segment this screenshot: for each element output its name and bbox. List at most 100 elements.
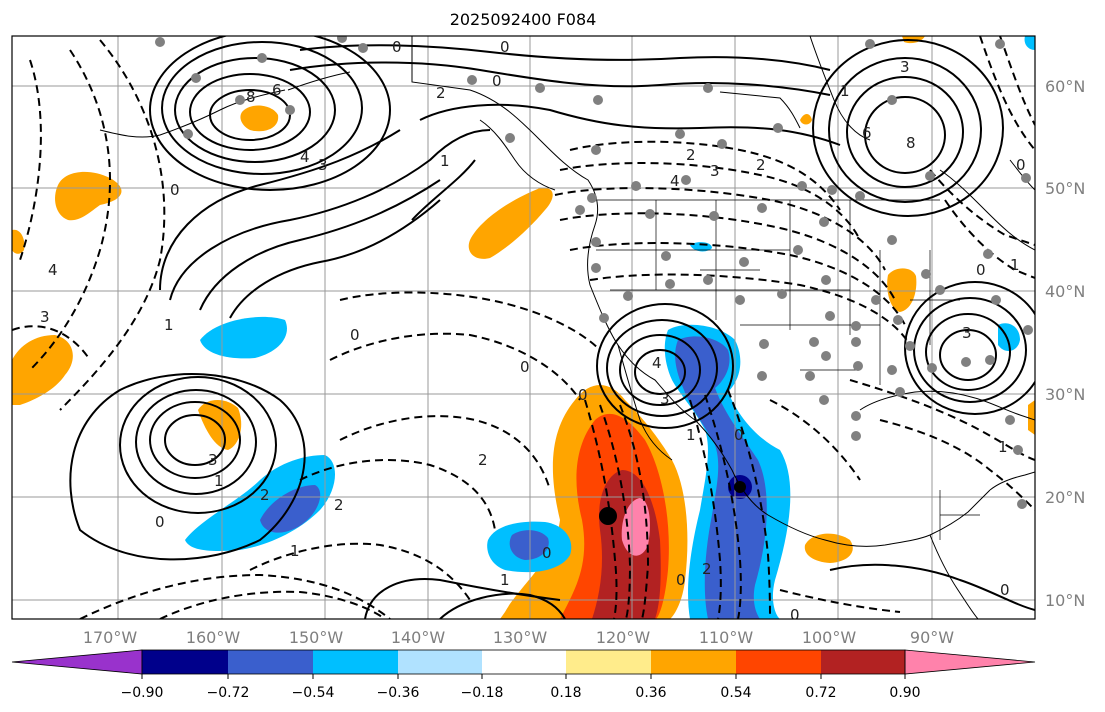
colorbar-frame — [141, 649, 906, 675]
lat-label-10n: 10°N — [1045, 591, 1085, 610]
contour-label: 4 — [670, 172, 680, 190]
lon-label-120w: 120°W — [596, 628, 651, 647]
contour-se-3 — [913, 297, 1027, 403]
contour-label: 2 — [686, 146, 696, 164]
colorbar-cell — [398, 650, 482, 674]
colorbar-tick-label: 0.54 — [720, 685, 751, 701]
contour-label-group: 0 0 6 8 4 3 2 0 1 4 3 2 6 8 1 3 2 0 4 3 — [40, 38, 1026, 624]
contour-label: 1 — [500, 571, 510, 589]
contour-ne-1 — [864, 96, 946, 174]
map-panel: 0 0 6 8 4 3 2 0 1 4 3 2 6 8 1 3 2 0 4 3 — [11, 35, 1036, 624]
lon-label-140w: 140°W — [391, 628, 446, 647]
contour-label: 3 — [208, 451, 218, 469]
colorbar-tick-label: 0.90 — [889, 685, 920, 701]
colorbar-tick-label: −0.36 — [377, 685, 420, 701]
contour-label: 2 — [436, 84, 446, 102]
storm-center-marker — [599, 507, 617, 525]
colorbar-cell — [736, 650, 821, 674]
storm-center-marker-east — [734, 481, 746, 493]
colorbar-cell — [651, 650, 736, 674]
contour-label: 4 — [652, 354, 662, 372]
contour-label: 0 — [790, 606, 800, 624]
dashed-contour-lines — [12, 36, 1035, 619]
contour-alaska-4 — [161, 41, 363, 175]
lat-label-60n: 60°N — [1045, 77, 1085, 96]
warm-patch-west-edge — [12, 229, 25, 254]
contour-label: 0 — [392, 38, 402, 56]
contour-label: 1 — [1010, 256, 1020, 274]
contour-se-1 — [939, 329, 997, 381]
lon-label-100w: 100°W — [802, 628, 857, 647]
contour-label: 6 — [862, 124, 872, 142]
contour-se-2 — [925, 313, 1011, 391]
lon-label-150w: 150°W — [289, 628, 344, 647]
colorbar-cell — [228, 650, 313, 674]
contour-label: 6 — [272, 81, 282, 99]
contour-label: 3 — [710, 162, 720, 180]
contour-label: 1 — [686, 426, 696, 444]
lat-label-30n: 30°N — [1045, 385, 1085, 404]
colorbar-cell — [313, 650, 398, 674]
colorbar-tick-label: 0.72 — [805, 685, 836, 701]
contour-ne-4 — [812, 39, 1004, 217]
contour-label: 1 — [440, 152, 450, 170]
contour-label: 2 — [334, 496, 344, 514]
warm-patch-alaska — [240, 105, 279, 132]
contour-label: 0 — [734, 426, 744, 444]
colorbar: −0.90 −0.72 −0.54 −0.36 −0.18 0.18 0.36 … — [11, 649, 1036, 701]
contour-cp-3 — [135, 389, 257, 495]
contour-label: 3 — [40, 308, 50, 326]
colorbar-high-extend — [904, 649, 1036, 675]
contour-label: 0 — [350, 326, 360, 344]
contour-label: 8 — [906, 134, 916, 152]
contour-label: 0 — [578, 386, 588, 404]
colorbar-cell — [142, 650, 228, 674]
contour-label: 1 — [290, 542, 300, 560]
warm-patch-east-central — [887, 268, 917, 312]
contour-label: 2 — [756, 156, 766, 174]
contour-sw-2 — [619, 334, 701, 406]
map-frame — [11, 35, 1036, 620]
lon-label-130w: 130°W — [493, 628, 548, 647]
colorbar-low-extend — [11, 649, 143, 675]
lat-label-50n: 50°N — [1045, 179, 1085, 198]
contour-label: 0 — [500, 38, 510, 56]
contour-label: 0 — [976, 261, 986, 279]
contour-label: 0 — [1000, 581, 1010, 599]
cool-patch-nw — [1024, 36, 1035, 50]
contour-sw-3 — [606, 319, 718, 417]
warm-patch-pnw — [468, 187, 553, 259]
contour-label: 3 — [660, 390, 670, 408]
contour-label: 4 — [48, 261, 58, 279]
contour-label: 3 — [900, 58, 910, 76]
colorbar-tick-label: 0.18 — [550, 685, 581, 701]
contour-label: 0 — [542, 544, 552, 562]
lon-label-170w: 170°W — [83, 628, 138, 647]
contour-label: 0 — [520, 358, 530, 376]
contour-cp-1 — [164, 414, 226, 466]
contour-label: 1 — [214, 472, 224, 490]
colorbar-tick-label: 0.36 — [635, 685, 666, 701]
cool-patch-baja-core — [509, 530, 549, 560]
contour-ne-2 — [846, 76, 964, 188]
contour-alaska-2 — [189, 73, 311, 151]
contour-ne-3 — [828, 57, 982, 203]
contour-lines — [69, 36, 1035, 619]
contour-label: 2 — [702, 560, 712, 578]
contour-se-4 — [904, 281, 1035, 415]
colorbar-tick-label: −0.72 — [207, 685, 250, 701]
contour-label: 0 — [1016, 156, 1026, 174]
warm-patch-ne-edge — [1028, 400, 1035, 435]
contour-label: 1 — [840, 82, 850, 100]
warm-patch-bc — [800, 114, 812, 125]
contour-label: 0 — [492, 72, 502, 90]
cool-band-mid — [675, 336, 767, 619]
contour-label: 3 — [962, 324, 972, 342]
contour-label: 3 — [318, 156, 328, 174]
colorbar-ticks — [141, 674, 906, 679]
contour-sw-4 — [596, 303, 734, 429]
station-markers — [155, 36, 1033, 509]
colorbar-cell — [482, 650, 566, 674]
colorbar-tick-label: −0.54 — [292, 685, 335, 701]
contour-label: 0 — [155, 513, 165, 531]
